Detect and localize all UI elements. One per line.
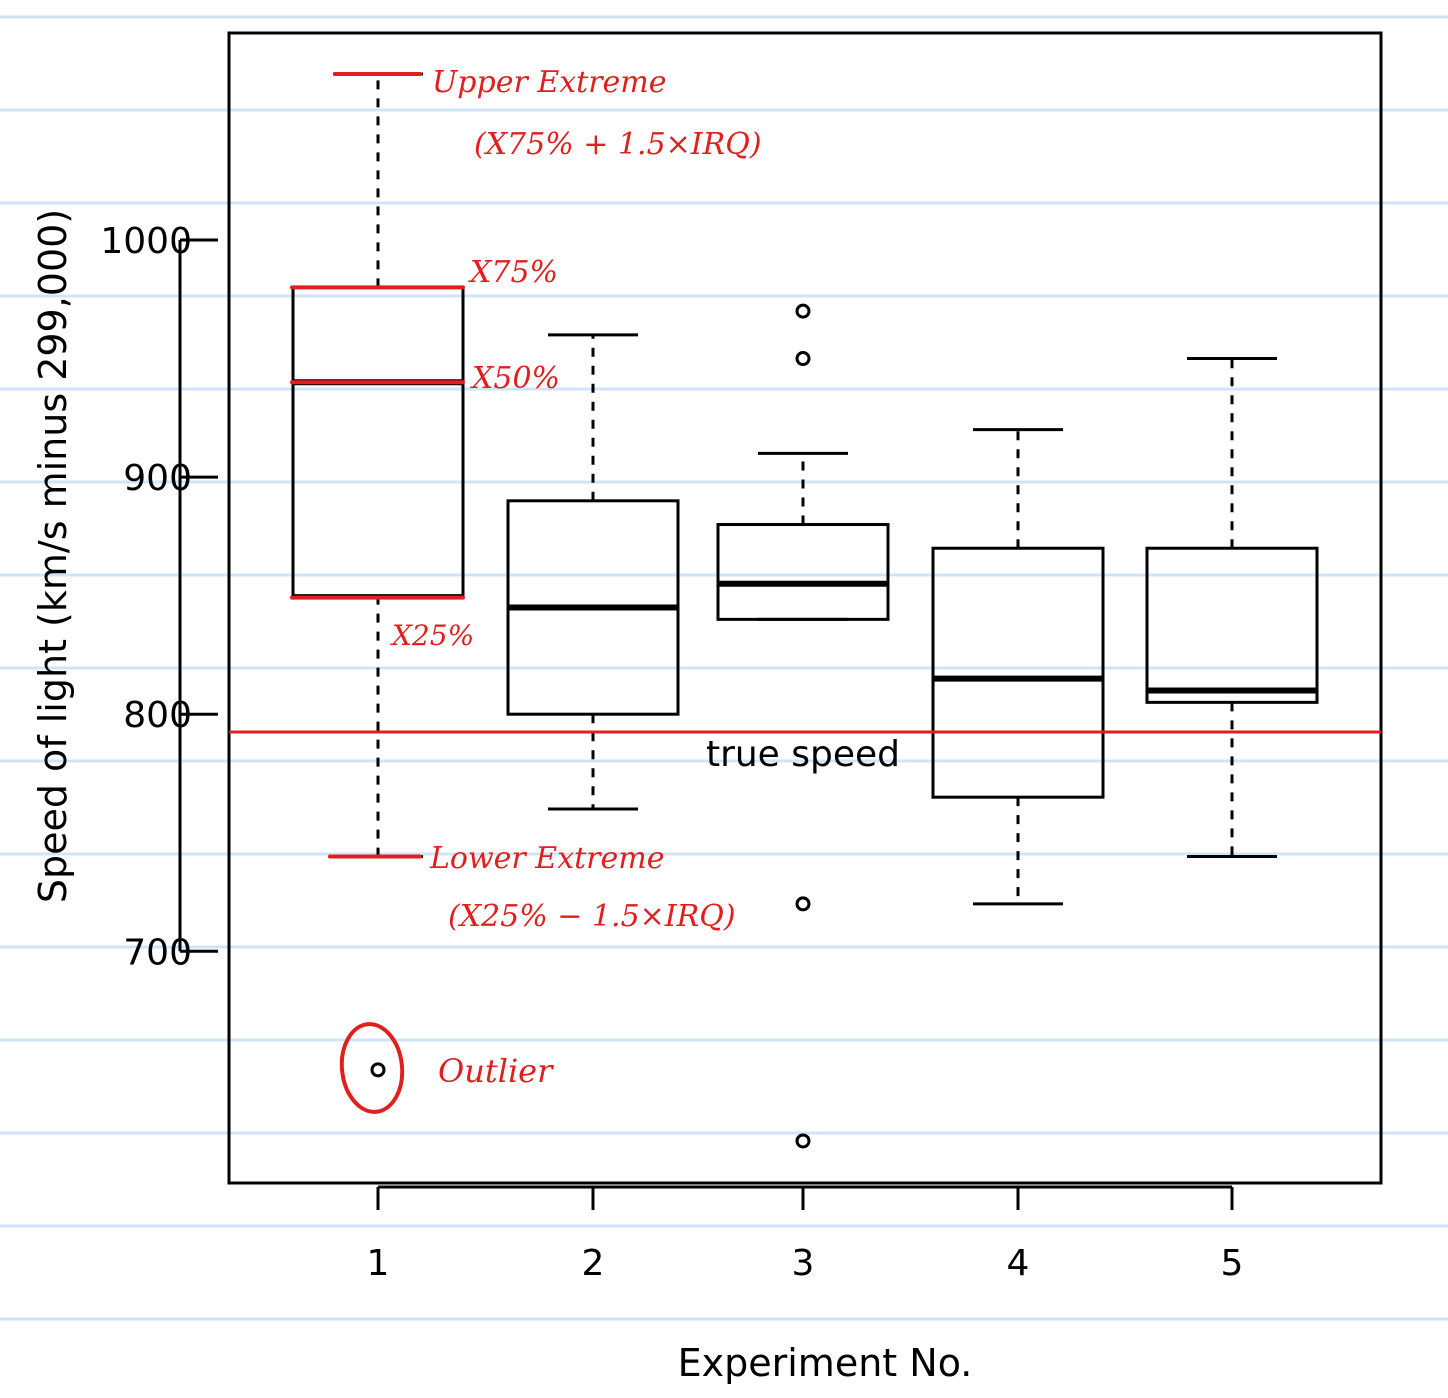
y-tick-label: 1000: [100, 221, 192, 262]
outlier-circle-mark: [339, 1022, 405, 1114]
y-tick-label: 700: [123, 932, 192, 973]
annotation-text: X25%: [390, 619, 474, 652]
box-iqr: [1145, 546, 1319, 704]
y-tick-label: 800: [123, 695, 192, 736]
annotation-text: Lower Extreme: [429, 841, 664, 876]
annotation-text: (X75% + 1.5×IRQ): [474, 127, 762, 162]
x-tick-label: 3: [792, 1243, 815, 1284]
true-speed-line-group: true speed: [229, 730, 1381, 775]
outlier-point: [370, 1062, 386, 1078]
outlier-point: [795, 303, 811, 319]
boxes: [291, 72, 1319, 1149]
plot-frame: [227, 31, 1383, 1185]
x-tick-label: 2: [582, 1243, 605, 1284]
annotation-text: X75%: [468, 255, 558, 290]
x-axis-label: Experiment No.: [678, 1341, 973, 1385]
y-axis-label: Speed of light (km/s minus 299,000): [31, 209, 75, 903]
outlier-point: [795, 896, 811, 912]
annotation-text: Outlier: [438, 1052, 554, 1090]
handwritten-annotations: Upper Extreme (X75% + 1.5×IRQ) X75% X50% X25…: [290, 65, 762, 1114]
true-speed-label: true speed: [706, 734, 900, 775]
box-iqr: [931, 546, 1105, 799]
box-iqr: [716, 523, 890, 621]
annotation-text: (X25% − 1.5×IRQ): [448, 899, 736, 934]
outlier-point: [795, 351, 811, 367]
axes: 700 800 900 1000 1 2 3 4 5: [100, 221, 1243, 1284]
notebook-ruled-lines: [0, 15, 1448, 1321]
outlier-point: [795, 1133, 811, 1149]
x-tick-label: 5: [1221, 1243, 1244, 1284]
box-iqr: [291, 285, 465, 598]
x-tick-label: 4: [1007, 1243, 1030, 1284]
x-tick-label: 1: [367, 1243, 390, 1284]
y-tick-label: 900: [123, 458, 192, 499]
annotation-text: Upper Extreme: [432, 65, 667, 100]
annotation-text: X50%: [470, 361, 560, 396]
